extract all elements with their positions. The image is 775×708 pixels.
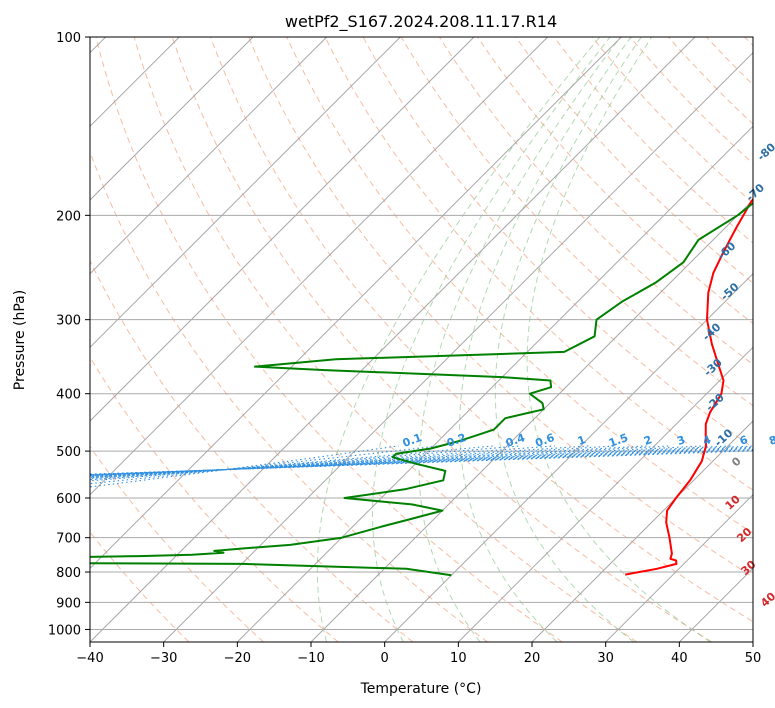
x-tick-label: −10 <box>297 651 324 666</box>
mixing-ratio-label: 6 <box>738 433 750 448</box>
moist-adiabat <box>418 37 621 642</box>
y-axis-label: Pressure (hPa) <box>12 290 28 390</box>
isotherm-line <box>457 346 753 642</box>
y-tick-label: 100 <box>56 31 81 46</box>
y-tick-label: 900 <box>56 596 81 611</box>
x-axis-label: Temperature (°C) <box>360 681 482 697</box>
dry-adiabat <box>629 37 753 165</box>
mixing-ratio-label: 0.6 <box>533 431 556 450</box>
isotherm-line <box>310 199 753 642</box>
x-tick-label: 20 <box>524 651 541 666</box>
isotherm-line <box>90 37 475 422</box>
y-tick-label: 1000 <box>48 623 81 638</box>
mixing-ratio-label: 2 <box>642 433 654 448</box>
dry-adiabat <box>210 37 753 623</box>
y-tick-label: 700 <box>56 532 81 547</box>
mixing-ratio-label: 1.5 <box>607 431 630 450</box>
dry-adiabat <box>324 37 753 491</box>
dry-adiabat <box>95 37 563 642</box>
dry-adiabat <box>591 37 753 204</box>
mixing-ratio-label: 0.1 <box>401 431 424 450</box>
dry-adiabat <box>515 37 753 284</box>
axes: −40 −30 −20 −10 0 10 20 30 40 5010020030040050060… <box>48 31 761 666</box>
isotherm-line <box>531 420 753 642</box>
isotherm-line <box>90 37 328 275</box>
isotherm-line <box>90 37 622 570</box>
background-lines <box>90 37 753 642</box>
profile-lines <box>90 197 753 577</box>
mixing-ratio-label: 8 <box>767 433 775 448</box>
plot-frame <box>89 36 754 643</box>
x-tick-label: 10 <box>450 651 467 666</box>
y-tick-label: 400 <box>56 388 81 403</box>
isotherm-line <box>384 272 753 642</box>
dewpoint-profile <box>90 201 753 577</box>
dry-adiabat <box>400 37 753 407</box>
isotherm-line <box>90 37 254 201</box>
isotherm-line <box>90 37 549 496</box>
moist-adiabat <box>526 37 711 642</box>
plot-area <box>90 37 753 642</box>
chart-title: wetPf2_S167.2024.208.11.17.R14 <box>285 12 557 32</box>
dry-adiabat <box>477 37 753 325</box>
isotherm-line <box>163 51 753 642</box>
x-tick-label: −20 <box>224 651 251 666</box>
dry-adiabat <box>171 37 712 642</box>
y-tick-label: 200 <box>56 209 81 224</box>
y-tick-label: 500 <box>56 445 81 460</box>
moist-adiabat <box>459 37 632 642</box>
temperature-profile <box>625 197 753 576</box>
isotherm-line <box>236 125 753 642</box>
isotherm-line <box>90 37 696 642</box>
isotherm-line <box>605 493 753 642</box>
dry-adiabat <box>248 37 753 578</box>
x-tick-label: 50 <box>745 651 762 666</box>
x-tick-label: −40 <box>76 651 103 666</box>
isotherm-line <box>90 37 401 349</box>
x-tick-label: 30 <box>597 651 614 666</box>
mixing-ratio-label: 0.4 <box>504 431 527 450</box>
moist-adiabat <box>371 37 611 642</box>
mixing-ratio-label: 1 <box>576 433 588 448</box>
mixing-ratio-label: 0.2 <box>445 431 468 450</box>
y-tick-label: 300 <box>56 314 81 329</box>
x-tick-label: 0 <box>381 651 389 666</box>
mixing-ratio-label: 4 <box>701 433 713 448</box>
y-tick-label: 800 <box>56 566 81 581</box>
x-tick-label: −30 <box>150 651 177 666</box>
x-tick-label: 40 <box>671 651 688 666</box>
mixing-ratio-label: 3 <box>675 433 687 448</box>
dry-adiabat <box>90 259 414 642</box>
dry-adiabat <box>133 37 638 642</box>
y-tick-label: 600 <box>56 492 81 507</box>
dry-adiabat <box>90 445 264 642</box>
